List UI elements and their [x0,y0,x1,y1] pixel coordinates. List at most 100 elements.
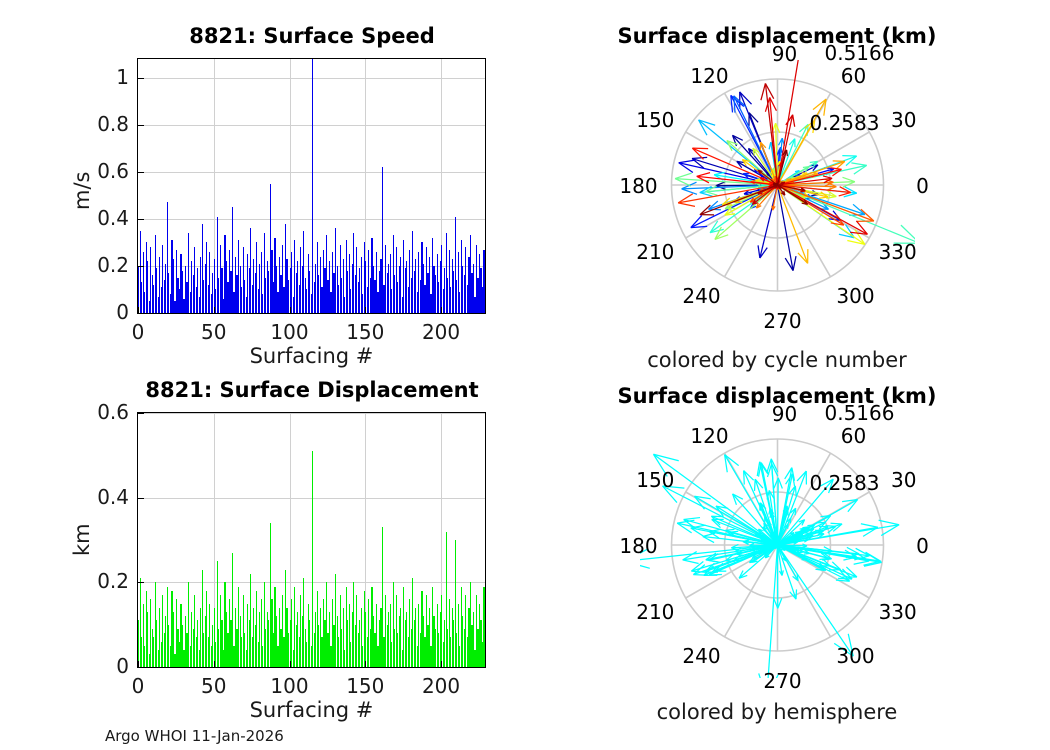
quiver-head [759,502,766,509]
bar [389,254,391,313]
quiver-head [791,532,795,537]
quiver-head [708,559,721,563]
bar [334,228,337,313]
quiver-head [736,161,743,169]
bar [222,298,225,313]
bar [375,603,378,667]
bar [262,294,264,313]
quiver-head [847,239,865,245]
bar [288,280,290,313]
quiver-head [843,192,857,198]
bar [348,254,350,313]
bar [324,268,326,313]
x-tick-mark [138,307,139,313]
bar [288,633,290,667]
gridline-vertical [441,413,443,667]
bar [219,595,221,667]
bar [330,645,332,667]
quiver-shaft [777,478,834,546]
quiver-shaft [777,498,858,546]
bar [462,265,464,313]
bar [174,301,176,313]
y-tick-mark [138,667,144,668]
bar [251,637,253,667]
quiver-head [711,519,721,529]
quiver-shaft [776,544,783,576]
quiver-head [678,162,694,174]
quiver-head [808,528,815,535]
bar [139,230,141,313]
bar [483,586,485,667]
bar [230,270,232,313]
quiver-head [777,598,783,609]
quiver-head [842,498,858,503]
bar [327,280,329,313]
bar [239,616,241,667]
quiver-head [691,570,707,574]
bar [450,637,452,667]
bar [298,637,300,667]
bar [398,265,400,313]
quiver-shaft [776,149,788,186]
quiver-head [677,193,694,204]
quiver-head [681,188,698,195]
bar [238,586,240,667]
bar [201,223,203,313]
bar [433,265,435,313]
gridline-horizontal [138,413,485,414]
quiver-head [842,181,856,188]
quiver-head [809,160,818,164]
bar [274,586,276,667]
quiver-head [756,461,761,477]
quiver-head [747,148,752,157]
bar [281,244,284,313]
quiver-shaft [777,184,837,188]
bar [224,235,226,313]
quiver-head [801,558,808,561]
bar [289,620,291,667]
quiver-head [708,531,720,539]
bar [294,586,296,667]
bar [453,620,455,667]
quiver-head [694,495,711,500]
bar [453,270,455,313]
bar [416,645,418,667]
bar [409,249,411,313]
bar [436,603,438,667]
bar [231,552,234,667]
quiver-shaft [770,458,779,546]
bar [360,256,362,313]
bar [168,624,170,667]
bar [224,582,226,667]
bar [439,611,441,667]
bar [365,611,367,667]
bar [213,607,215,667]
quiver-head [742,541,749,545]
y-tick-mark [138,313,144,314]
quiver-shaft [759,461,779,546]
quiver-head [802,165,810,169]
speed-plot-area [137,58,486,314]
bar [269,183,271,313]
x-tick-label: 150 [346,674,385,698]
bar [310,645,312,667]
quiver-head [865,551,882,562]
bar [342,258,344,313]
bar [209,603,211,667]
bar [386,273,388,313]
bar [266,261,268,313]
bar [454,540,456,667]
polar-grid-spoke [776,452,832,546]
bar [436,254,438,313]
bar [374,633,376,667]
bar [442,289,444,313]
quiver-head [822,175,833,179]
quiver-head [703,565,714,576]
quiver-head [777,146,782,154]
bar [371,586,373,667]
y-tick-mark [138,265,144,267]
bar [391,641,393,667]
quiver-head [725,554,734,562]
quiver-shaft [777,538,810,546]
y-tick-label: 0.8 [97,111,129,136]
